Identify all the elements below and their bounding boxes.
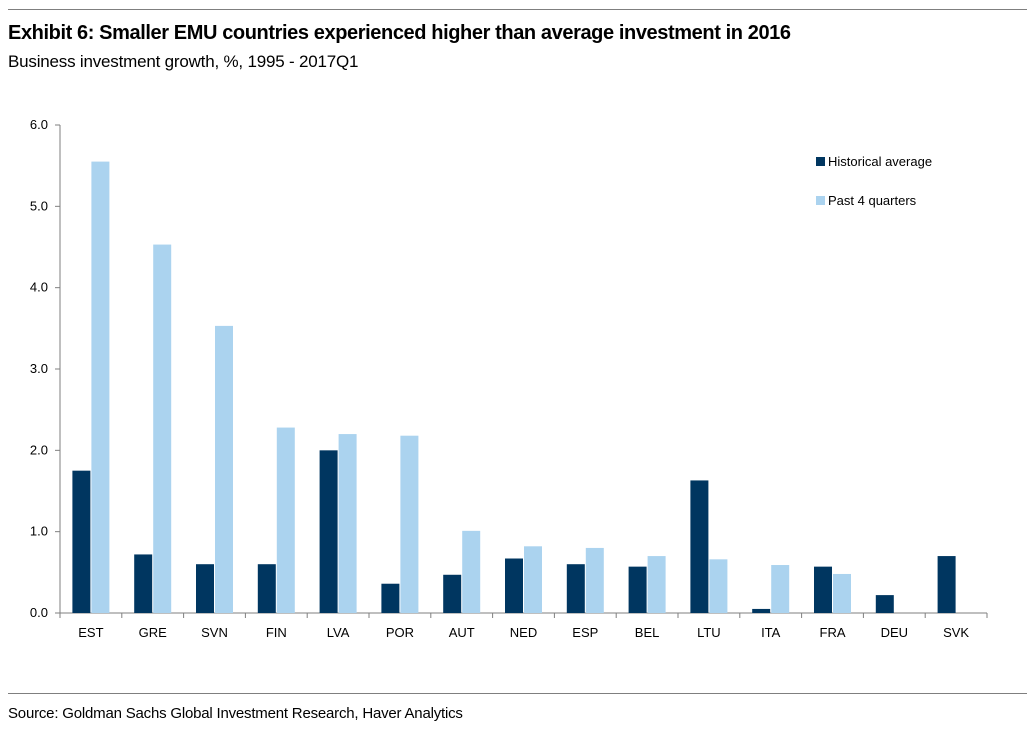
bar-past-4-quarters [215,325,233,613]
bar-past-4-quarters [585,547,604,613]
y-tick-label: 1.0 [30,524,48,539]
bar-past-4-quarters [153,244,172,613]
x-category-label: AUT [449,625,475,640]
x-category-label: POR [386,625,414,640]
bar-historical-average [196,564,214,613]
x-category-label: LVA [327,625,350,640]
legend-swatch [816,196,825,205]
y-tick-label: 3.0 [30,361,48,376]
bar-past-4-quarters [833,573,851,613]
x-category-label: ESP [572,625,598,640]
bar-past-4-quarters [647,556,666,613]
bar-historical-average [443,574,462,613]
y-tick-label: 4.0 [30,280,48,295]
bar-historical-average [72,470,91,613]
legend-swatch [816,157,825,166]
bar-historical-average [690,480,709,613]
bar-historical-average [381,583,400,613]
x-category-label: DEU [881,625,908,640]
bar-historical-average [566,564,585,613]
x-category-label: FIN [266,625,287,640]
bar-past-4-quarters [91,161,110,613]
y-tick-label: 0.0 [30,605,48,620]
legend-label: Past 4 quarters [828,193,917,208]
bar-past-4-quarters [276,427,295,613]
y-tick-label: 2.0 [30,442,48,457]
bar-past-4-quarters [338,434,357,613]
x-category-label: FRA [820,625,846,640]
top-rule [8,9,1027,10]
bar-past-4-quarters [771,565,790,613]
x-category-label: GRE [139,625,168,640]
bar-historical-average [134,554,153,613]
source-note: Source: Goldman Sachs Global Investment … [8,705,463,722]
x-category-label: LTU [697,625,721,640]
bar-historical-average [814,566,832,613]
bar-historical-average [875,595,894,613]
bar-historical-average [937,556,956,613]
bar-historical-average [319,450,338,613]
x-category-label: EST [78,625,103,640]
y-tick-label: 5.0 [30,198,48,213]
legend-label: Historical average [828,154,932,169]
bar-historical-average [257,564,276,613]
chart-subtitle: Business investment growth, %, 1995 - 20… [8,52,359,71]
bar-past-4-quarters [709,559,728,613]
x-category-label: SVK [943,625,969,640]
bar-past-4-quarters [400,435,419,613]
y-tick-label: 6.0 [30,117,48,132]
bar-historical-average [628,566,647,613]
bottom-rule [8,693,1027,694]
x-category-label: NED [510,625,537,640]
bar-chart: 0.0 1.0 2.0 3.0 4.0 5.0 6.0 EST GRE SVN FIN LVA POR A… [30,117,988,640]
bar-past-4-quarters [462,530,481,613]
x-category-label: SVN [201,625,228,640]
bar-historical-average [752,608,771,613]
chart-title: Exhibit 6: Smaller EMU countries experie… [8,22,791,44]
x-category-label: BEL [635,625,660,640]
x-category-label: ITA [761,625,781,640]
bar-historical-average [505,558,523,613]
bar-past-4-quarters [524,546,542,613]
